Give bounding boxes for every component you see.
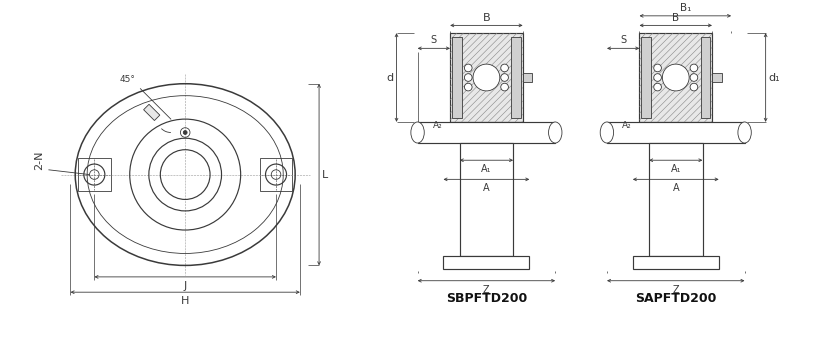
Text: A₂: A₂ xyxy=(432,121,442,130)
Bar xyxy=(259,158,292,191)
Text: B: B xyxy=(672,13,679,23)
Text: B: B xyxy=(482,13,490,23)
Circle shape xyxy=(464,83,472,91)
Text: d₁: d₁ xyxy=(769,73,780,82)
Text: S: S xyxy=(431,35,437,46)
Bar xyxy=(701,37,710,118)
Text: B₁: B₁ xyxy=(680,3,691,13)
Bar xyxy=(450,33,523,122)
Text: A₁: A₁ xyxy=(671,164,681,174)
Text: 2-N: 2-N xyxy=(34,150,44,170)
Text: L: L xyxy=(322,170,328,179)
Bar xyxy=(418,122,555,143)
Text: H: H xyxy=(181,296,189,306)
Bar xyxy=(443,256,530,269)
Text: A: A xyxy=(672,183,679,193)
Text: A₂: A₂ xyxy=(622,121,632,130)
Bar xyxy=(452,37,462,118)
Text: S: S xyxy=(620,35,626,46)
Text: d: d xyxy=(387,73,393,82)
Circle shape xyxy=(690,74,698,81)
Text: A₁: A₁ xyxy=(481,164,492,174)
Circle shape xyxy=(473,64,500,91)
Text: SBPFTD200: SBPFTD200 xyxy=(446,292,527,306)
Bar xyxy=(512,37,521,118)
Circle shape xyxy=(654,74,662,81)
Bar xyxy=(632,256,719,269)
Text: Z: Z xyxy=(483,285,490,294)
Text: A: A xyxy=(483,183,490,193)
Bar xyxy=(649,143,703,256)
Circle shape xyxy=(690,64,698,72)
Bar xyxy=(640,33,712,122)
Circle shape xyxy=(464,64,472,72)
Circle shape xyxy=(501,74,508,81)
Ellipse shape xyxy=(601,122,614,143)
Circle shape xyxy=(501,83,508,91)
Bar xyxy=(641,37,651,118)
Bar xyxy=(523,73,532,82)
Text: J: J xyxy=(184,281,187,291)
Bar xyxy=(78,158,111,191)
Circle shape xyxy=(663,64,690,91)
Ellipse shape xyxy=(548,122,562,143)
Circle shape xyxy=(654,83,662,91)
Bar xyxy=(607,122,745,143)
Text: 45°: 45° xyxy=(120,75,135,84)
Circle shape xyxy=(184,130,187,135)
Text: Z: Z xyxy=(672,285,679,294)
Circle shape xyxy=(501,64,508,72)
Ellipse shape xyxy=(411,122,424,143)
Bar xyxy=(459,143,513,256)
Circle shape xyxy=(654,64,662,72)
Circle shape xyxy=(690,83,698,91)
Circle shape xyxy=(464,74,472,81)
Bar xyxy=(144,104,160,121)
Ellipse shape xyxy=(738,122,752,143)
Text: SAPFTD200: SAPFTD200 xyxy=(635,292,716,306)
Bar xyxy=(712,73,721,82)
